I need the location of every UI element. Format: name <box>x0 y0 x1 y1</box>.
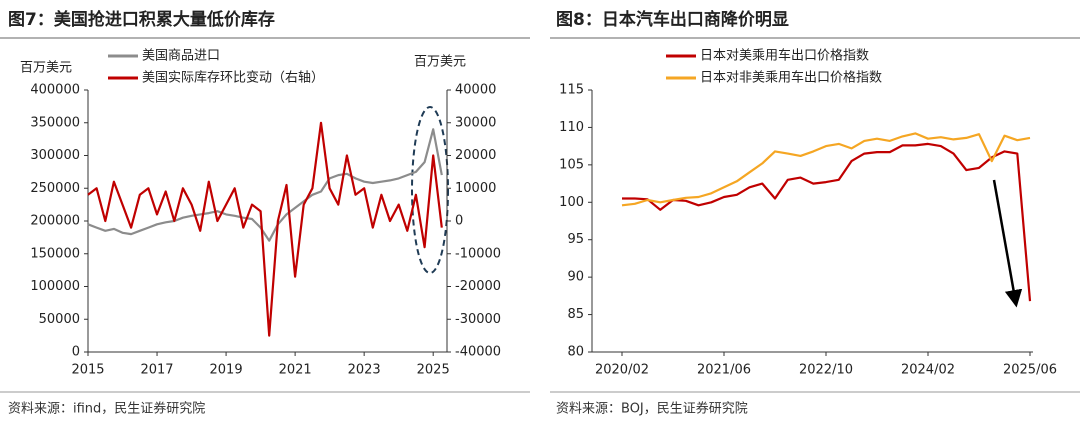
y-tick-label: 150000 <box>30 246 80 261</box>
y2-axis-label: 百万美元 <box>414 55 466 70</box>
y-tick-label: 90 <box>567 270 584 285</box>
legend-label: 美国实际库存环比变动（右轴） <box>142 70 324 86</box>
y2-tick-label: -20000 <box>455 279 501 294</box>
y2-tick-label: 30000 <box>455 115 496 130</box>
y-tick-label: 400000 <box>30 83 80 98</box>
y2-tick-label: 40000 <box>455 83 496 98</box>
y2-tick-label: 0 <box>455 214 463 229</box>
y-tick-label: 100000 <box>30 279 80 294</box>
x-tick-label: 2020/02 <box>595 363 649 378</box>
x-tick-label: 2022/10 <box>799 363 853 378</box>
legend-label: 美国商品进口 <box>142 49 220 64</box>
series-line <box>87 128 443 242</box>
x-tick-label: 2015 <box>71 363 104 378</box>
x-tick-label: 2025 <box>417 363 450 378</box>
chart-title: 图8：日本汽车出口商降价明显 <box>556 9 789 30</box>
y-tick-label: 105 <box>559 157 584 172</box>
x-tick-label: 2019 <box>210 363 243 378</box>
y-tick-label: 200000 <box>30 214 80 229</box>
y-axis-label: 百万美元 <box>20 61 72 76</box>
x-tick-label: 2023 <box>348 363 381 378</box>
highlight-ellipse <box>411 106 449 274</box>
x-tick-label: 2024/02 <box>901 363 955 378</box>
source: 资料来源：ifind，民生证券研究院 <box>8 401 205 417</box>
y2-tick-label: 20000 <box>455 148 496 163</box>
y2-tick-label: -30000 <box>455 312 501 327</box>
y-tick-label: 0 <box>72 345 80 360</box>
y-tick-label: 350000 <box>30 115 80 130</box>
legend-label: 日本对美乘用车出口价格指数 <box>700 48 869 64</box>
y2-tick-label: 10000 <box>455 181 496 196</box>
x-tick-label: 2025/06 <box>1003 363 1057 378</box>
y-tick-label: 95 <box>567 232 584 247</box>
chart-title: 图7：美国抢进口积累大量低价库存 <box>8 9 275 30</box>
source: 资料来源：BOJ，民生证券研究院 <box>556 401 748 417</box>
y-tick-label: 115 <box>559 83 584 98</box>
series-line <box>621 132 1031 207</box>
y-tick-label: 50000 <box>39 312 80 327</box>
y-tick-label: 300000 <box>30 148 80 163</box>
x-tick-label: 2017 <box>140 363 173 378</box>
legend-label: 日本对非美乘用车出口价格指数 <box>700 70 882 86</box>
x-tick-label: 2021/06 <box>697 363 751 378</box>
trend-arrow <box>992 179 1023 308</box>
series-line <box>87 121 443 337</box>
x-tick-label: 2021 <box>279 363 312 378</box>
y-tick-label: 110 <box>559 120 584 135</box>
y2-tick-label: -40000 <box>455 345 501 360</box>
y-tick-label: 250000 <box>30 181 80 196</box>
y-tick-label: 80 <box>567 345 584 360</box>
series-line <box>622 142 1032 302</box>
y-tick-label: 85 <box>567 307 584 322</box>
y2-tick-label: -10000 <box>455 246 501 261</box>
y-tick-label: 100 <box>559 195 584 210</box>
